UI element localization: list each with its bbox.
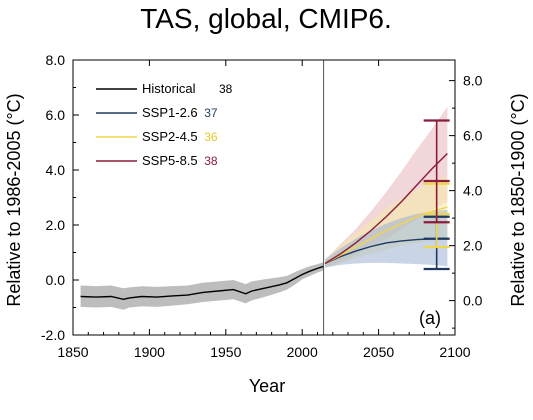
x-tick-label-2050: 2050 xyxy=(363,344,394,360)
y-axis-right-title: Relative to 1850-1900 (°C) xyxy=(508,93,528,306)
x-tick-label-1950: 1950 xyxy=(210,344,241,360)
x-tick-label-1900: 1900 xyxy=(134,344,165,360)
y-right-tick-label: 6.0 xyxy=(463,128,483,144)
x-axis-ticks: 1850 1900 1950 2000 2050 2100 xyxy=(57,60,471,360)
y-right-tick-label: 4.0 xyxy=(463,183,483,199)
y-left-tick-label: 0.0 xyxy=(46,272,66,288)
band-historical xyxy=(80,262,324,310)
y-right-tick-label: 0.0 xyxy=(463,293,483,309)
legend-count-historical: 38 xyxy=(219,82,233,96)
x-tick-label-1850: 1850 xyxy=(57,344,88,360)
y-left-tick-label: 8.0 xyxy=(46,52,66,68)
legend-label-ssp1-2-6: SSP1-2.6 xyxy=(142,105,198,120)
y-axis-right-ticks: 0.0 2.0 4.0 6.0 8.0 xyxy=(449,73,483,329)
x-tick-label-2000: 2000 xyxy=(287,344,318,360)
y-axis-left-ticks: -2.0 0.0 2.0 4.0 6.0 8.0 xyxy=(41,52,79,343)
y-left-tick-label: 6.0 xyxy=(46,107,66,123)
legend-count-ssp5-8-5: 38 xyxy=(204,154,218,168)
y-left-tick-label: -2.0 xyxy=(41,327,65,343)
x-axis-title: Year xyxy=(249,376,285,396)
y-axis-left-title: Relative to 1986-2005 (°C) xyxy=(4,93,24,306)
y-right-tick-label: 2.0 xyxy=(463,238,483,254)
legend-count-ssp1-2-6: 37 xyxy=(204,106,218,120)
range-bars xyxy=(423,119,450,271)
uncertainty-bands xyxy=(80,106,448,310)
line-historical xyxy=(80,265,324,301)
y-left-tick-label: 2.0 xyxy=(46,217,66,233)
legend-label-ssp5-8-5: SSP5-8.5 xyxy=(142,153,198,168)
y-left-tick-label: 4.0 xyxy=(46,162,66,178)
line-ssp5-8-5 xyxy=(324,153,448,265)
legend-count-ssp2-4-5: 36 xyxy=(204,130,218,144)
legend: Historical 38 SSP1-2.6 37 SSP2-4.5 36 SSP5-8.5… xyxy=(96,81,233,168)
y-right-tick-label: 8.0 xyxy=(463,73,483,89)
panel-label: (a) xyxy=(419,308,441,328)
x-tick-label-2100: 2100 xyxy=(439,344,470,360)
legend-label-ssp2-4-5: SSP2-4.5 xyxy=(142,129,198,144)
legend-label-historical: Historical xyxy=(142,81,196,96)
band-ssp1-2-6 xyxy=(325,209,448,268)
chart-title: TAS, global, CMIP6. xyxy=(140,3,392,34)
